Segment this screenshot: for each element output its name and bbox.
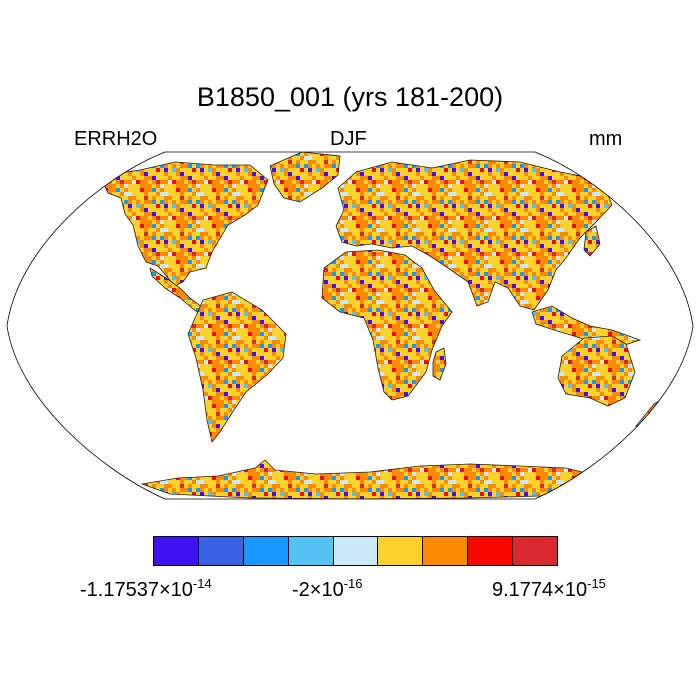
colorbar-label-mid: -2×10-16 [292, 576, 363, 601]
colorbar-swatch [467, 536, 514, 566]
land-japan [583, 225, 601, 257]
season-label: DJF [330, 128, 367, 150]
colorbar-swatch [422, 536, 469, 566]
land-madagascar [432, 347, 447, 381]
colorbar-swatch [287, 536, 334, 566]
land-se-asia [531, 305, 642, 347]
land-north-america [99, 161, 269, 287]
units-label: mm [589, 128, 623, 150]
variable-label: ERRH2O [74, 128, 158, 150]
land-regions [99, 152, 669, 499]
globe-outline [6, 151, 694, 500]
colorbar-swatch [242, 536, 289, 566]
colorbar-swatch [332, 536, 379, 566]
colorbar-swatch [512, 536, 559, 566]
land-south-america [187, 291, 287, 443]
land-australia [557, 335, 636, 407]
land-africa [321, 249, 453, 401]
colorbar-swatch [153, 536, 199, 566]
land-new-zealand [634, 397, 669, 427]
land-greenland [269, 152, 341, 203]
land-eurasia [335, 159, 613, 311]
land-antarctica [140, 459, 591, 499]
colorbar-label-min: -1.17537×10-14 [80, 576, 212, 601]
map-title: B1850_001 (yrs 181-200) [196, 82, 504, 112]
colorbar-swatch [197, 536, 244, 566]
colorbar-label-max: 9.1774×10-15 [492, 576, 606, 601]
colorbar-swatch [377, 536, 424, 566]
colorbar [153, 536, 559, 566]
